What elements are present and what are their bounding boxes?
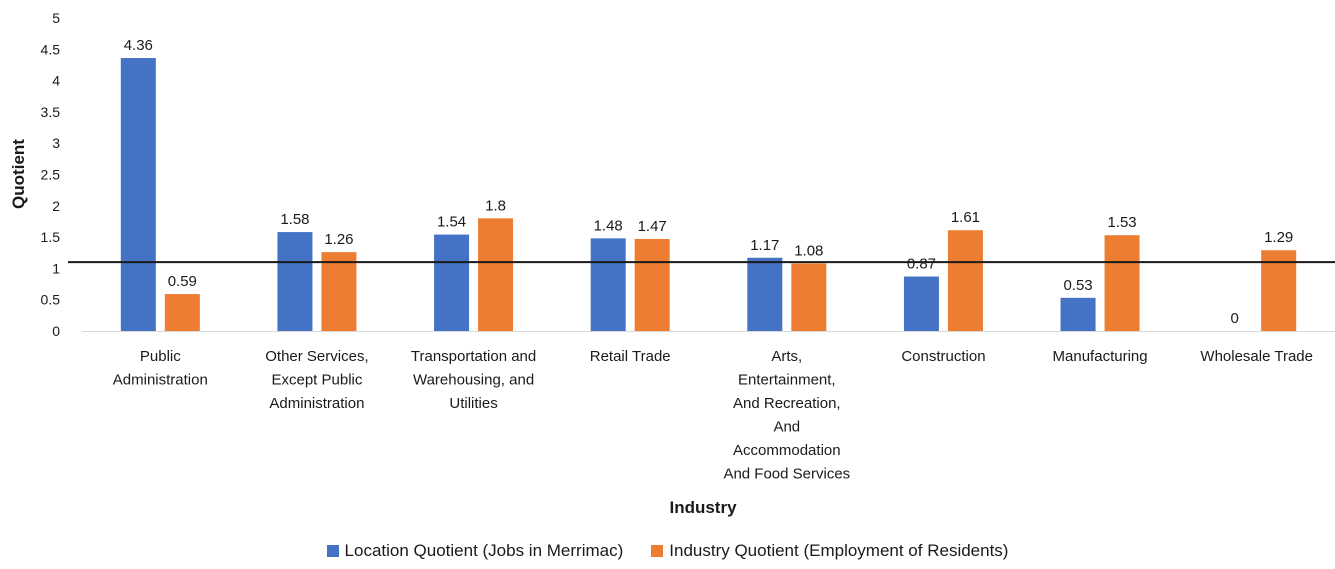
x-tick-label-line: Retail Trade [590,348,671,365]
y-axis-title: Quotient [9,139,28,209]
x-tick-label: Arts, Entertainment, And Recreation, And Acc… [723,348,850,483]
x-tick-label-line: Construction [901,348,985,365]
bar-location-quotient [434,234,470,331]
bar-location-quotient [120,58,156,332]
data-label-location-quotient: 0.53 [1063,277,1092,294]
data-label-location-quotient: 1.54 [437,214,466,231]
x-tick-label-line: Transportation and [411,348,536,365]
data-label-location-quotient: 1.48 [594,217,623,234]
data-label-industry-quotient: 0.59 [168,273,197,290]
data-label-industry-quotient: 1.8 [485,197,506,214]
x-tick-label-line: Except Public [271,372,362,389]
x-tick-label-line: Wholesale Trade [1200,348,1313,365]
x-tick-label-line: Accommodation [733,442,841,459]
bar-industry-quotient [321,252,357,331]
data-label-industry-quotient: 1.08 [794,242,823,259]
data-label-industry-quotient: 1.53 [1107,214,1136,231]
y-tick-label: 4 [52,73,60,89]
bar-location-quotient [903,276,939,331]
bar-industry-quotient [791,263,827,331]
data-label-industry-quotient: 1.26 [324,231,353,248]
x-axis-title: Industry [669,498,737,517]
bar-industry-quotient [634,238,670,331]
x-tick-label-line: Manufacturing [1053,348,1148,365]
bar-industry-quotient [478,218,514,331]
bar-industry-quotient [164,294,200,331]
bar-industry-quotient [947,230,983,331]
bar-location-quotient [1060,297,1096,331]
legend-swatch-industry-quotient [651,545,664,557]
legend-label-location-quotient: Location Quotient (Jobs in Merrimac) [344,541,624,560]
x-tick-label-line: Administration [113,372,208,389]
bar-location-quotient [747,257,783,331]
bar-industry-quotient [1261,250,1297,331]
data-label-industry-quotient: 1.47 [638,218,667,235]
x-tick-label-line: And Food Services [723,466,850,483]
data-label-industry-quotient: 1.61 [951,209,980,226]
x-tick-label-line: Entertainment, [738,372,836,389]
data-label-location-quotient: 4.36 [124,37,153,54]
legend-item-location-quotient: Location Quotient (Jobs in Merrimac) [326,541,624,561]
x-tick-label-line: And [773,419,800,436]
legend-label-industry-quotient: Industry Quotient (Employment of Residen… [669,541,1009,560]
x-tick-label: Manufacturing [1053,348,1148,365]
data-label-location-quotient: 0.87 [907,256,936,273]
x-tick-label-line: And Recreation, [733,395,841,412]
y-tick-label: 1.5 [41,229,61,245]
data-label-industry-quotient: 1.29 [1264,229,1293,246]
x-tick-label-line: Administration [269,395,364,412]
y-tick-label: 3 [52,135,60,151]
x-tick-label-line: Warehousing, and [413,372,534,389]
x-tick-label-line: Utilities [449,395,497,412]
bar-location-quotient [590,238,626,331]
data-label-location-quotient: 0 [1231,310,1239,327]
y-tick-label: 2 [52,198,60,214]
legend-item-industry-quotient: Industry Quotient (Employment of Residen… [651,541,1008,561]
y-tick-label: 4.5 [41,41,61,57]
data-label-location-quotient: 1.17 [750,237,779,254]
x-tick-label: Public Administration [113,348,208,389]
y-tick-label: 3.5 [41,104,61,120]
x-tick-label: Wholesale Trade [1200,348,1313,365]
y-tick-label: 0.5 [41,292,61,308]
y-tick-label: 5 [52,10,60,26]
data-label-location-quotient: 1.58 [280,211,309,228]
bar-industry-quotient [1104,235,1140,331]
y-tick-label: 0 [52,323,60,339]
y-tick-label: 2.5 [41,167,61,183]
legend-swatch-location-quotient [326,545,339,557]
bar-location-quotient [277,232,313,331]
x-tick-label-line: Other Services, [265,348,368,365]
x-tick-label: Other Services, Except Public Administrati… [265,348,368,412]
x-tick-label-line: Arts, [771,348,802,365]
x-tick-label: Transportation and Warehousing, and Utilit… [411,348,536,412]
y-tick-label: 1 [52,260,60,276]
x-tick-label-line: Public [140,348,181,365]
x-tick-label: Construction [901,348,985,365]
legend: Location Quotient (Jobs in Merrimac) Ind… [0,541,1335,561]
x-tick-label: Retail Trade [590,348,671,365]
